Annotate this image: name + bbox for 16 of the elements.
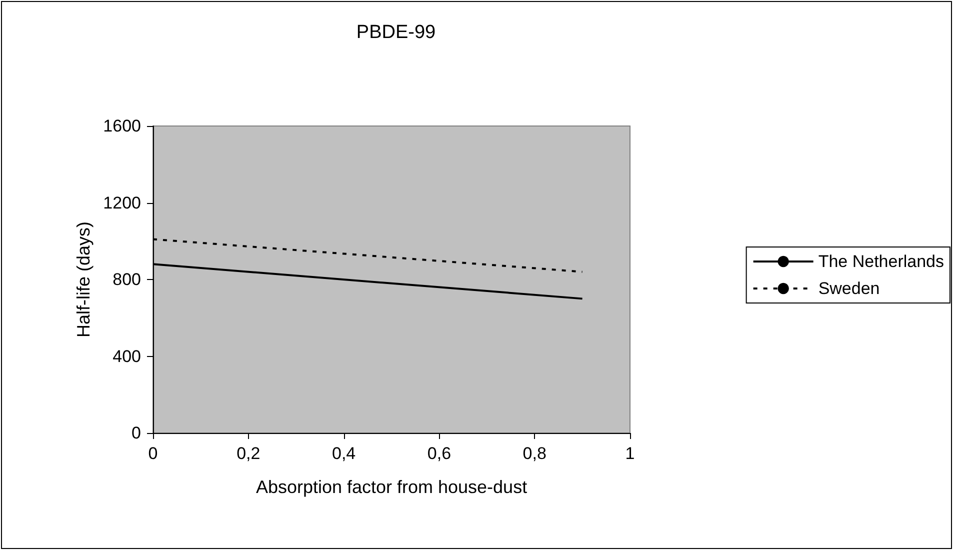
legend-label: Sweden	[818, 279, 880, 298]
x-tick-label: 0,8	[522, 444, 546, 463]
x-tick-label: 1	[625, 444, 635, 463]
y-tick-label: 1200	[103, 193, 141, 212]
chart-title: PBDE-99	[356, 22, 436, 43]
x-tick-label: 0,6	[427, 444, 452, 463]
y-axis-title: Half-life (days)	[73, 221, 94, 338]
y-tick-label: 0	[132, 424, 141, 442]
y-tick-label: 800	[112, 270, 141, 289]
y-tick-label: 1600	[103, 116, 141, 136]
legend-label: The Netherlands	[818, 252, 944, 271]
y-tick-label: 400	[112, 346, 141, 366]
x-tick-label: 0	[148, 444, 158, 463]
x-tick-label: 0,4	[332, 444, 356, 463]
x-tick-label: 0,2	[236, 444, 260, 463]
x-axis-title: Absorption factor from house-dust	[256, 477, 528, 497]
